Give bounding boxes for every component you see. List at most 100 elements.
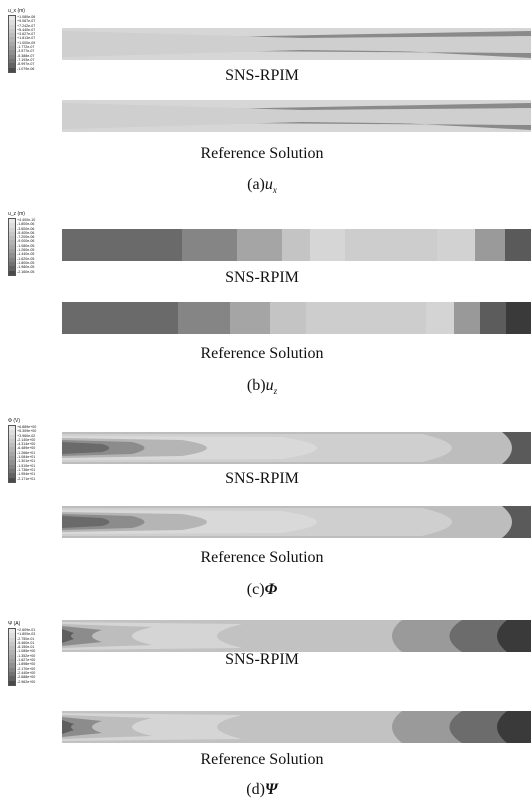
caption-symbol: Ψ xyxy=(264,781,278,798)
legend-value: -1.440e-05 xyxy=(17,252,35,257)
legend-swatch xyxy=(9,468,15,474)
legend-swatch xyxy=(9,249,15,254)
figure-panel-a: u_x (m) +1.080e-06 +9.087e-07 +7.242e-07 +5… xyxy=(0,0,531,200)
legend-value: -1.084e+01 xyxy=(17,455,36,460)
legend-swatch xyxy=(9,63,15,68)
legend-value: -9.000e-06 xyxy=(17,239,35,244)
legend-value: -4.314e+00 xyxy=(17,442,36,447)
legend-value: -1.736e+01 xyxy=(17,467,36,472)
method-label-sns-rpim: SNS-RPIM xyxy=(225,269,299,286)
legend-swatch xyxy=(9,223,15,228)
method-label-reference: Reference Solution xyxy=(200,549,324,566)
legend-title: u_x (m) xyxy=(8,8,25,14)
legend-swatch xyxy=(9,464,15,469)
legend-value: -6.489e+00 xyxy=(17,446,36,451)
legend-swatch xyxy=(9,426,15,431)
legend-swatch xyxy=(9,438,15,444)
legend-value: -1.079e-06 xyxy=(17,66,35,71)
legend-value: -3.600e-06 xyxy=(17,226,35,231)
legend-swatch xyxy=(9,676,15,681)
legend-swatch xyxy=(9,270,15,275)
legend-swatch xyxy=(9,654,15,660)
legend-colorbar xyxy=(8,628,16,686)
legend-swatch xyxy=(9,650,15,655)
legend-swatch xyxy=(9,37,15,42)
legend-value: +2.609e-01 xyxy=(17,628,36,632)
method-label-sns-rpim: SNS-RPIM xyxy=(225,67,299,84)
legend-swatch xyxy=(9,633,15,638)
legend-values: +1.080e-06 +9.087e-07 +7.242e-07 +5.440e-07… xyxy=(17,15,35,73)
legend-value: -1.085e+00 xyxy=(17,649,36,654)
legend-swatch xyxy=(9,231,15,237)
legend-value: +6.889e+00 xyxy=(17,425,37,429)
legend-swatch xyxy=(9,261,15,267)
caption-subscript: x xyxy=(272,185,277,196)
legend-title: Ψ (A) xyxy=(8,621,21,627)
contour-strip-sns-rpim-d xyxy=(62,620,531,652)
legend-swatch xyxy=(9,430,15,435)
legend-value: -7.200e-06 xyxy=(17,235,35,240)
panel-caption-b: (b)uz xyxy=(62,377,462,400)
legend-swatch xyxy=(9,667,15,672)
legend-value: -2.160e-05 xyxy=(17,269,35,274)
legend-value: +4.400e-10 xyxy=(17,218,36,222)
legend-swatch xyxy=(9,671,15,677)
legend-swatch xyxy=(9,266,15,271)
legend-swatch xyxy=(9,434,15,439)
legend-value: -7.193e-07 xyxy=(17,57,35,62)
legend-swatch xyxy=(9,67,15,72)
legend-swatch xyxy=(9,659,15,664)
legend-value: -5.460e-01 xyxy=(17,640,35,645)
contour-strip-reference-c xyxy=(62,506,531,538)
legend-colorbar xyxy=(8,15,16,73)
legend-value: -2.171e+01 xyxy=(17,476,36,481)
legend-swatch xyxy=(9,680,15,685)
legend-swatch xyxy=(9,54,15,59)
method-label-reference: Reference Solution xyxy=(200,145,324,162)
legend-swatch xyxy=(9,456,15,461)
legend-swatch xyxy=(9,646,15,651)
contour-strip-reference-a xyxy=(62,100,531,132)
legend-swatch xyxy=(9,236,15,241)
legend-value: +7.242e-07 xyxy=(17,23,36,28)
legend-swatch xyxy=(9,253,15,258)
caption-symbol: u xyxy=(264,176,273,193)
caption-prefix: (a) xyxy=(247,176,265,193)
legend-colorbar xyxy=(8,218,16,276)
legend-swatch xyxy=(9,447,15,452)
legend-value: -1.627e+00 xyxy=(17,658,36,663)
panel-caption-a: (a)ux xyxy=(62,176,462,199)
legend-value: -1.301e+01 xyxy=(17,459,36,464)
legend-value: +1.080e-06 xyxy=(17,15,36,19)
legend-title: Φ (V) xyxy=(8,418,21,424)
legend-swatch xyxy=(9,240,15,245)
legend-swatch xyxy=(9,460,15,465)
legend-value: +3.627e-07 xyxy=(17,32,36,37)
legend-swatch xyxy=(9,33,15,38)
legend-swatch xyxy=(9,473,15,478)
legend-value: -1.080e-05 xyxy=(17,243,35,248)
legend-value: -1.620e-05 xyxy=(17,256,35,261)
legend-swatch xyxy=(9,58,15,64)
legend-value: +1.813e-07 xyxy=(17,36,36,41)
method-label-sns-rpim: SNS-RPIM xyxy=(225,470,299,487)
legend-value: -2.962e+00 xyxy=(17,679,36,684)
legend-value: -2.140e+00 xyxy=(17,437,36,442)
legend-value: -8.997e-07 xyxy=(17,62,35,67)
contour-strip-reference-d xyxy=(62,711,531,743)
legend-value: -5.400e-06 xyxy=(17,230,35,235)
legend-swatch xyxy=(9,20,15,25)
legend-swatch xyxy=(9,257,15,262)
panel-caption-c: (c)Φ xyxy=(62,581,462,599)
legend-values: +2.609e-01 +1.800e-03 -2.750e-01 -5.460e-01… xyxy=(17,628,35,686)
legend-swatch xyxy=(9,637,15,642)
legend-swatch xyxy=(9,24,15,29)
legend-value: +5.309e+00 xyxy=(17,429,37,434)
legend-swatch xyxy=(9,227,15,232)
legend-value: -1.980e-05 xyxy=(17,265,35,270)
legend-swatch xyxy=(9,46,15,51)
legend-swatch xyxy=(9,219,15,224)
method-label-sns-rpim: SNS-RPIM xyxy=(225,651,299,668)
caption-prefix: (c) xyxy=(246,581,265,598)
legend-value: -8.150e-01 xyxy=(17,645,35,650)
